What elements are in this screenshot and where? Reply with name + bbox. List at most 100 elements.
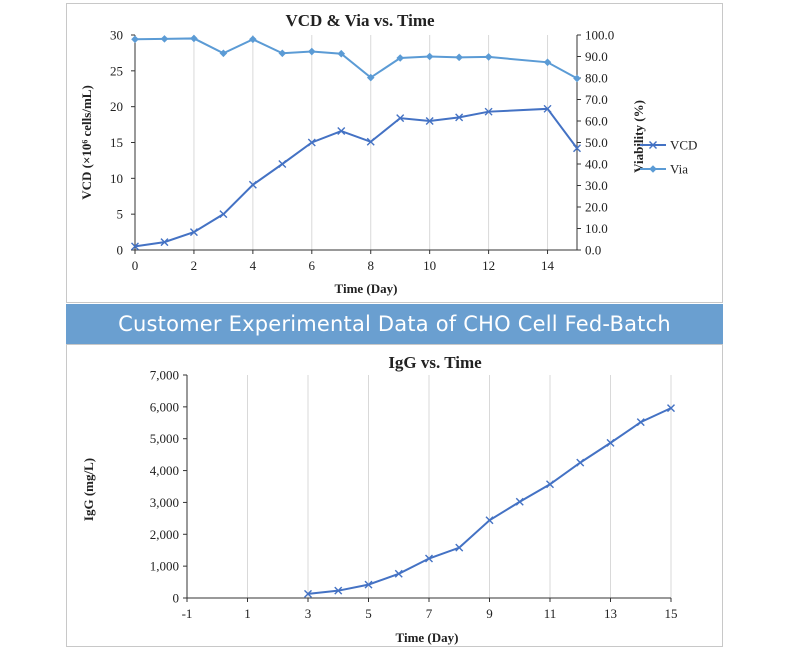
vcd-via-chart-panel: VCD & Via vs. Time 0 5 10 15 20 25 30 0.0 10.0 20.… xyxy=(66,3,723,303)
data-point-vcd xyxy=(248,180,257,189)
marker-stroke xyxy=(160,238,169,247)
y-tick-label: 30 xyxy=(110,28,123,43)
data-point-via xyxy=(543,58,552,67)
x-tick-label: 5 xyxy=(365,606,372,621)
data-point-via xyxy=(573,74,581,83)
marker-stroke xyxy=(394,569,403,578)
y-tick-label: 6,000 xyxy=(150,399,179,414)
marker-stroke xyxy=(425,554,433,563)
y-tick-label: 10 xyxy=(110,171,123,186)
data-point-vcd xyxy=(219,210,228,219)
data-point-vcd xyxy=(455,113,464,122)
marker-stroke xyxy=(543,104,552,113)
y2-tick-label: 10.0 xyxy=(585,221,608,236)
y2-tick-label: 20.0 xyxy=(585,200,608,215)
series-line-vcd xyxy=(134,107,578,248)
chart-title: IgG vs. Time xyxy=(388,353,482,372)
x-axis-label: Time (Day) xyxy=(335,281,398,296)
data-point-vcd xyxy=(337,127,346,136)
x-tick-label: 7 xyxy=(426,606,433,621)
y-tick-label: 15 xyxy=(110,135,123,150)
banner: Customer Experimental Data of CHO Cell F… xyxy=(66,304,723,344)
marker-stroke xyxy=(364,580,373,589)
series-line-via xyxy=(134,37,578,80)
x-tick-label: 1 xyxy=(244,606,251,621)
marker-stroke xyxy=(304,589,312,598)
legend-label: Via xyxy=(670,162,688,177)
data-point-via xyxy=(249,35,257,44)
data-point-via xyxy=(131,35,139,44)
y-tick-label: 20 xyxy=(110,99,123,114)
data-point-igg xyxy=(455,543,464,552)
y2-tick-label: 70.0 xyxy=(585,92,608,107)
data-point-igg xyxy=(485,516,494,525)
banner-text: Customer Experimental Data of CHO Cell F… xyxy=(118,312,671,336)
x-tick-label: 11 xyxy=(544,606,557,621)
marker-stroke xyxy=(573,144,581,153)
y2-axis-label: Viability (%) xyxy=(631,100,646,173)
data-point-igg xyxy=(334,586,343,595)
data-point-igg xyxy=(394,569,403,578)
y-tick-label: 5,000 xyxy=(150,431,179,446)
data-point-vcd xyxy=(307,138,316,147)
marker-stroke xyxy=(366,137,375,146)
data-point-vcd xyxy=(425,117,434,125)
data-point-vcd xyxy=(189,228,198,237)
y-tick-label: 4,000 xyxy=(150,463,179,478)
data-point-via xyxy=(278,49,287,58)
marker-stroke xyxy=(576,458,585,467)
marker-stroke xyxy=(485,516,494,525)
igg-chart-panel: IgG vs. Time 0 1,000 2,000 3,000 4,000 5,000 6,… xyxy=(66,344,723,647)
marker-stroke xyxy=(189,228,198,237)
y-tick-label: 0 xyxy=(117,243,124,258)
data-point-igg xyxy=(667,404,675,413)
x-tick-label: 2 xyxy=(191,258,198,273)
marker-stroke xyxy=(546,480,554,489)
data-point-via xyxy=(366,73,375,82)
x-tick-label: 15 xyxy=(665,606,678,621)
x-tick-label: 12 xyxy=(482,258,495,273)
y2-tick-label: 90.0 xyxy=(585,49,608,64)
y2-tick-label: 60.0 xyxy=(585,114,608,129)
x-tick-label: 9 xyxy=(486,606,493,621)
y-tick-label: 2,000 xyxy=(150,527,179,542)
data-point-via xyxy=(160,35,169,43)
marker-stroke xyxy=(484,107,493,116)
data-point-via xyxy=(425,52,434,61)
igg-chart: IgG vs. Time 0 1,000 2,000 3,000 4,000 5,000 6,… xyxy=(81,353,678,645)
y2-tick-label: 30.0 xyxy=(585,178,608,193)
marker-stroke xyxy=(515,497,524,506)
x-tick-label: 6 xyxy=(309,258,316,273)
data-point-vcd xyxy=(278,160,287,168)
marker-stroke xyxy=(636,418,645,427)
marker-stroke xyxy=(455,543,464,552)
data-point-vcd xyxy=(573,144,581,153)
data-point-igg xyxy=(546,480,554,489)
marker-stroke xyxy=(248,180,257,189)
marker-stroke xyxy=(219,210,228,219)
data-point-igg xyxy=(606,438,615,447)
marker-stroke xyxy=(455,113,464,122)
x-tick-label: 3 xyxy=(305,606,312,621)
y2-tick-label: 40.0 xyxy=(585,157,608,172)
y2-tick-label: 80.0 xyxy=(585,71,608,86)
data-point-igg xyxy=(636,418,645,427)
x-tick-label: -1 xyxy=(182,606,193,621)
y2-tick-label: 100.0 xyxy=(585,28,614,43)
x-tick-label: 0 xyxy=(132,258,139,273)
x-tick-label: 13 xyxy=(604,606,617,621)
marker-stroke xyxy=(667,404,675,413)
y-tick-label: 25 xyxy=(110,63,123,78)
x-axis-label: Time (Day) xyxy=(396,630,459,645)
data-point-via xyxy=(455,53,463,62)
data-point-igg xyxy=(364,580,373,589)
y-tick-label: 7,000 xyxy=(150,368,179,383)
marker-stroke xyxy=(334,586,343,595)
marker-stroke xyxy=(278,160,287,168)
y2-tick-label: 50.0 xyxy=(585,135,608,150)
marker-stroke xyxy=(307,138,316,147)
data-point-vcd xyxy=(366,137,375,146)
legend-label: VCD xyxy=(670,138,697,153)
x-tick-label: 4 xyxy=(250,258,257,273)
data-point-vcd xyxy=(484,107,493,116)
